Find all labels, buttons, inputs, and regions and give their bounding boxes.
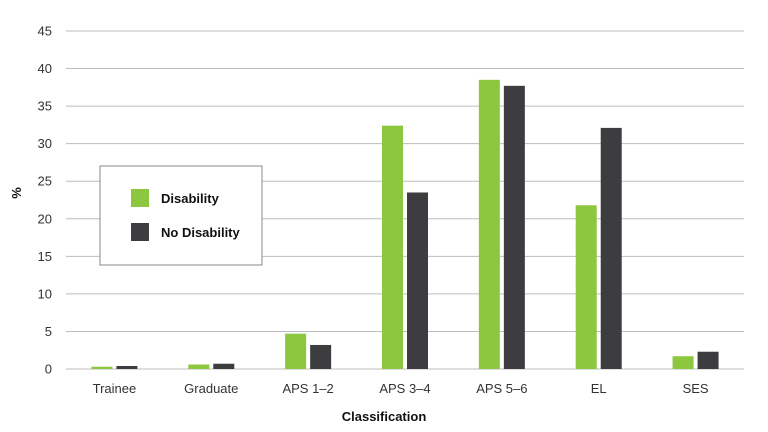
- bar-no-disability-aps-1-2: [310, 344, 332, 369]
- y-tick-label-0: 0: [45, 362, 52, 377]
- y-tick-label-20: 20: [38, 211, 52, 226]
- x-tick-label-aps-1-2: APS 1–2: [282, 381, 333, 396]
- bar-disability-graduate: [188, 364, 210, 369]
- x-axis-title: Classification: [342, 409, 427, 424]
- y-tick-label-45: 45: [38, 24, 52, 39]
- bar-no-disability-aps-3-4: [407, 192, 428, 369]
- bars: [91, 79, 719, 370]
- bar-no-disability-aps-5-6: [503, 85, 525, 369]
- bar-no-disability-el: [600, 127, 622, 369]
- y-axis-title: %: [9, 187, 24, 199]
- legend: Disability No Disability: [99, 165, 263, 266]
- y-tick-label-30: 30: [38, 136, 52, 151]
- x-tick-label-aps-3-4: APS 3–4: [379, 381, 430, 396]
- x-axis-ticks: Trainee Graduate APS 1–2 APS 3–4 APS 5–6 EL SE…: [93, 381, 709, 396]
- y-tick-label-10: 10: [38, 286, 52, 301]
- x-tick-label-aps-5-6: APS 5–6: [476, 381, 527, 396]
- bar-disability-aps-1-2: [285, 333, 307, 369]
- legend-label-disability: Disability: [161, 191, 220, 206]
- x-tick-label-ses: SES: [683, 381, 709, 396]
- legend-box: [99, 165, 263, 266]
- x-tick-label-el: EL: [591, 381, 607, 396]
- legend-swatch-no-disability: [131, 223, 149, 241]
- legend-swatch-disability: [131, 189, 149, 207]
- bar-no-disability-ses: [697, 351, 719, 369]
- bar-disability-aps-3-4: [382, 125, 403, 369]
- legend-label-no-disability: No Disability: [161, 225, 241, 240]
- x-tick-label-graduate: Graduate: [184, 381, 238, 396]
- x-tick-label-trainee: Trainee: [93, 381, 137, 396]
- bar-disability-ses: [672, 356, 694, 369]
- bar-disability-aps-5-6: [478, 79, 500, 370]
- y-tick-label-25: 25: [38, 174, 52, 189]
- y-tick-label-35: 35: [38, 99, 52, 114]
- bar-disability-trainee: [91, 366, 113, 369]
- y-tick-label-5: 5: [45, 324, 52, 339]
- bar-no-disability-graduate: [213, 363, 235, 369]
- bar-no-disability-trainee: [116, 365, 138, 369]
- bar-disability-el: [575, 205, 597, 369]
- y-axis-ticks: 0 5 10 15 20 25 30 35 40 45: [38, 24, 52, 377]
- y-tick-label-40: 40: [38, 61, 52, 76]
- y-tick-label-15: 15: [38, 249, 52, 264]
